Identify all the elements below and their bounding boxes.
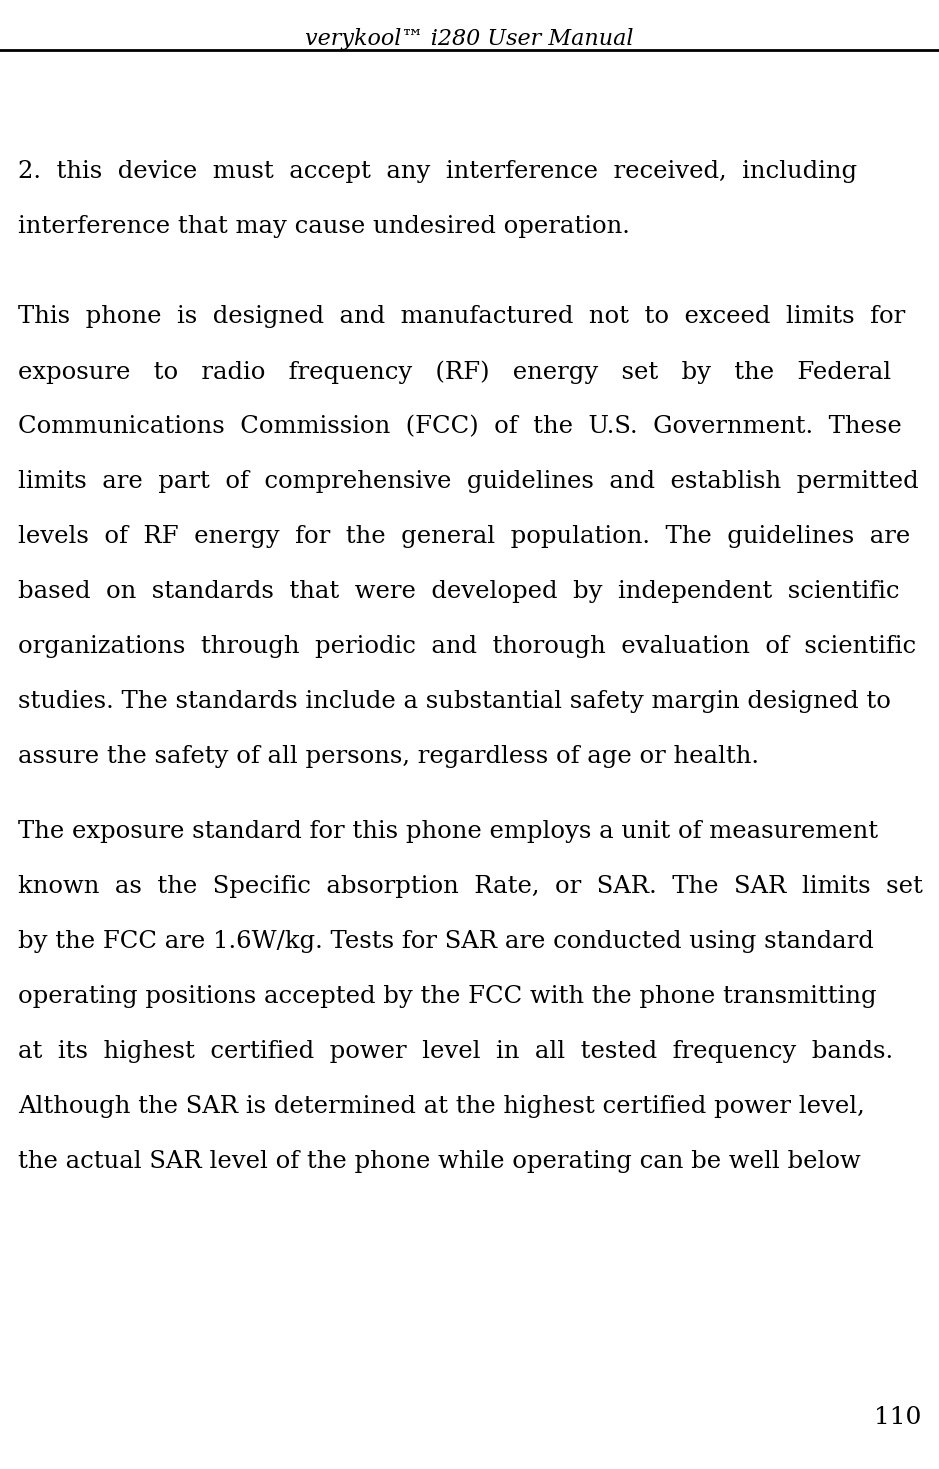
Text: exposure   to   radio   frequency   (RF)   energy   set   by   the   Federal: exposure to radio frequency (RF) energy … bbox=[18, 360, 891, 383]
Text: The exposure standard for this phone employs a unit of measurement: The exposure standard for this phone emp… bbox=[18, 820, 878, 843]
Text: interference that may cause undesired operation.: interference that may cause undesired op… bbox=[18, 214, 630, 238]
Text: This  phone  is  designed  and  manufactured  not  to  exceed  limits  for: This phone is designed and manufactured … bbox=[18, 306, 905, 328]
Text: at  its  highest  certified  power  level  in  all  tested  frequency  bands.: at its highest certified power level in … bbox=[18, 1040, 893, 1064]
Text: studies. The standards include a substantial safety margin designed to: studies. The standards include a substan… bbox=[18, 690, 891, 712]
Text: based  on  standards  that  were  developed  by  independent  scientific: based on standards that were developed b… bbox=[18, 580, 900, 602]
Text: levels  of  RF  energy  for  the  general  population.  The  guidelines  are: levels of RF energy for the general popu… bbox=[18, 524, 910, 548]
Text: 110: 110 bbox=[873, 1406, 921, 1429]
Text: verykool™ i280 User Manual: verykool™ i280 User Manual bbox=[305, 28, 634, 50]
Text: 2.  this  device  must  accept  any  interference  received,  including: 2. this device must accept any interfere… bbox=[18, 160, 857, 184]
Text: limits  are  part  of  comprehensive  guidelines  and  establish  permitted: limits are part of comprehensive guideli… bbox=[18, 470, 918, 494]
Text: assure the safety of all persons, regardless of age or health.: assure the safety of all persons, regard… bbox=[18, 745, 759, 768]
Text: Although the SAR is determined at the highest certified power level,: Although the SAR is determined at the hi… bbox=[18, 1094, 865, 1118]
Text: operating positions accepted by the FCC with the phone transmitting: operating positions accepted by the FCC … bbox=[18, 986, 877, 1008]
Text: the actual SAR level of the phone while operating can be well below: the actual SAR level of the phone while … bbox=[18, 1150, 861, 1174]
Text: organizations  through  periodic  and  thorough  evaluation  of  scientific: organizations through periodic and thoro… bbox=[18, 635, 916, 658]
Text: known  as  the  Specific  absorption  Rate,  or  SAR.  The  SAR  limits  set: known as the Specific absorption Rate, o… bbox=[18, 876, 923, 898]
Text: by the FCC are 1.6W/kg. Tests for SAR are conducted using standard: by the FCC are 1.6W/kg. Tests for SAR ar… bbox=[18, 930, 874, 953]
Text: Communications  Commission  (FCC)  of  the  U.S.  Government.  These: Communications Commission (FCC) of the U… bbox=[18, 416, 901, 438]
